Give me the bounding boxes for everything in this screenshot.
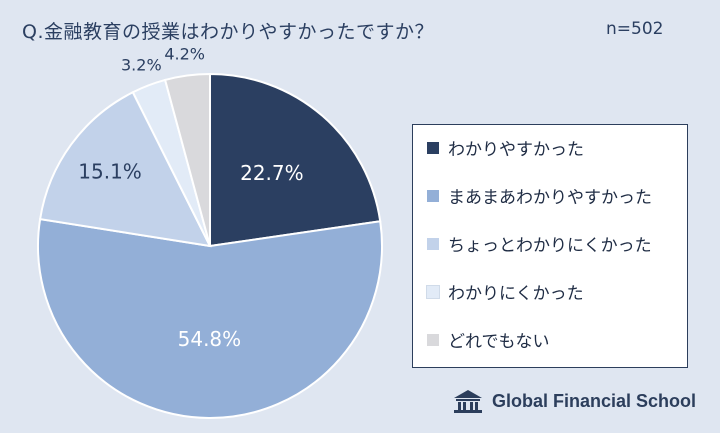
legend-item-2: ちょっとわかりにくかった [427, 231, 652, 256]
pie-slice-4 [163, 72, 211, 247]
data-label-4: 4.2% [164, 45, 205, 64]
legend-item-1: まあまあわかりやすかった [427, 183, 652, 208]
legend-swatch [427, 333, 439, 346]
data-label-0: 22.7% [240, 161, 304, 185]
legend-item-3: わかりにくかった [426, 279, 584, 304]
pie-chart: 22.7% 54.8% 15.1% 3.2%4.2% [37, 45, 383, 419]
brand-name: Global Financial School [492, 390, 697, 411]
legend-swatch [427, 141, 439, 154]
legend-label: まあまあわかりやすかった [448, 188, 652, 208]
data-label-3: 3.2% [121, 56, 162, 75]
pie-slice-1 [37, 217, 383, 419]
chart-legend: わかりやすかったまあまあわかりやすかった ちょっとわかりにくかった わかりにくかった… [412, 124, 688, 368]
school-building-icon [454, 390, 482, 413]
legend-item-4: どれでもない [427, 327, 550, 352]
pie-slice-2 [38, 90, 212, 248]
legend-swatch [426, 284, 440, 299]
legend-label: わかりにくかった [448, 284, 584, 304]
sample-size: n=502 [606, 19, 664, 39]
brand-logo: Global Financial School [452, 388, 696, 414]
data-label-2: 15.1% [78, 159, 142, 183]
data-label-1: 54.8% [178, 327, 242, 351]
pie-slice-0 [209, 72, 382, 248]
legend-label: わかりやすかった [448, 140, 584, 160]
legend-item-0: わかりやすかった [427, 135, 584, 160]
legend-label: ちょっとわかりにくかった [448, 236, 652, 256]
legend-swatch [427, 189, 439, 202]
legend-swatch [427, 237, 439, 250]
chart-title: Q.金融教育の授業はわかりやすかったですか？ [22, 21, 434, 43]
legend-label: どれでもない [448, 332, 550, 352]
